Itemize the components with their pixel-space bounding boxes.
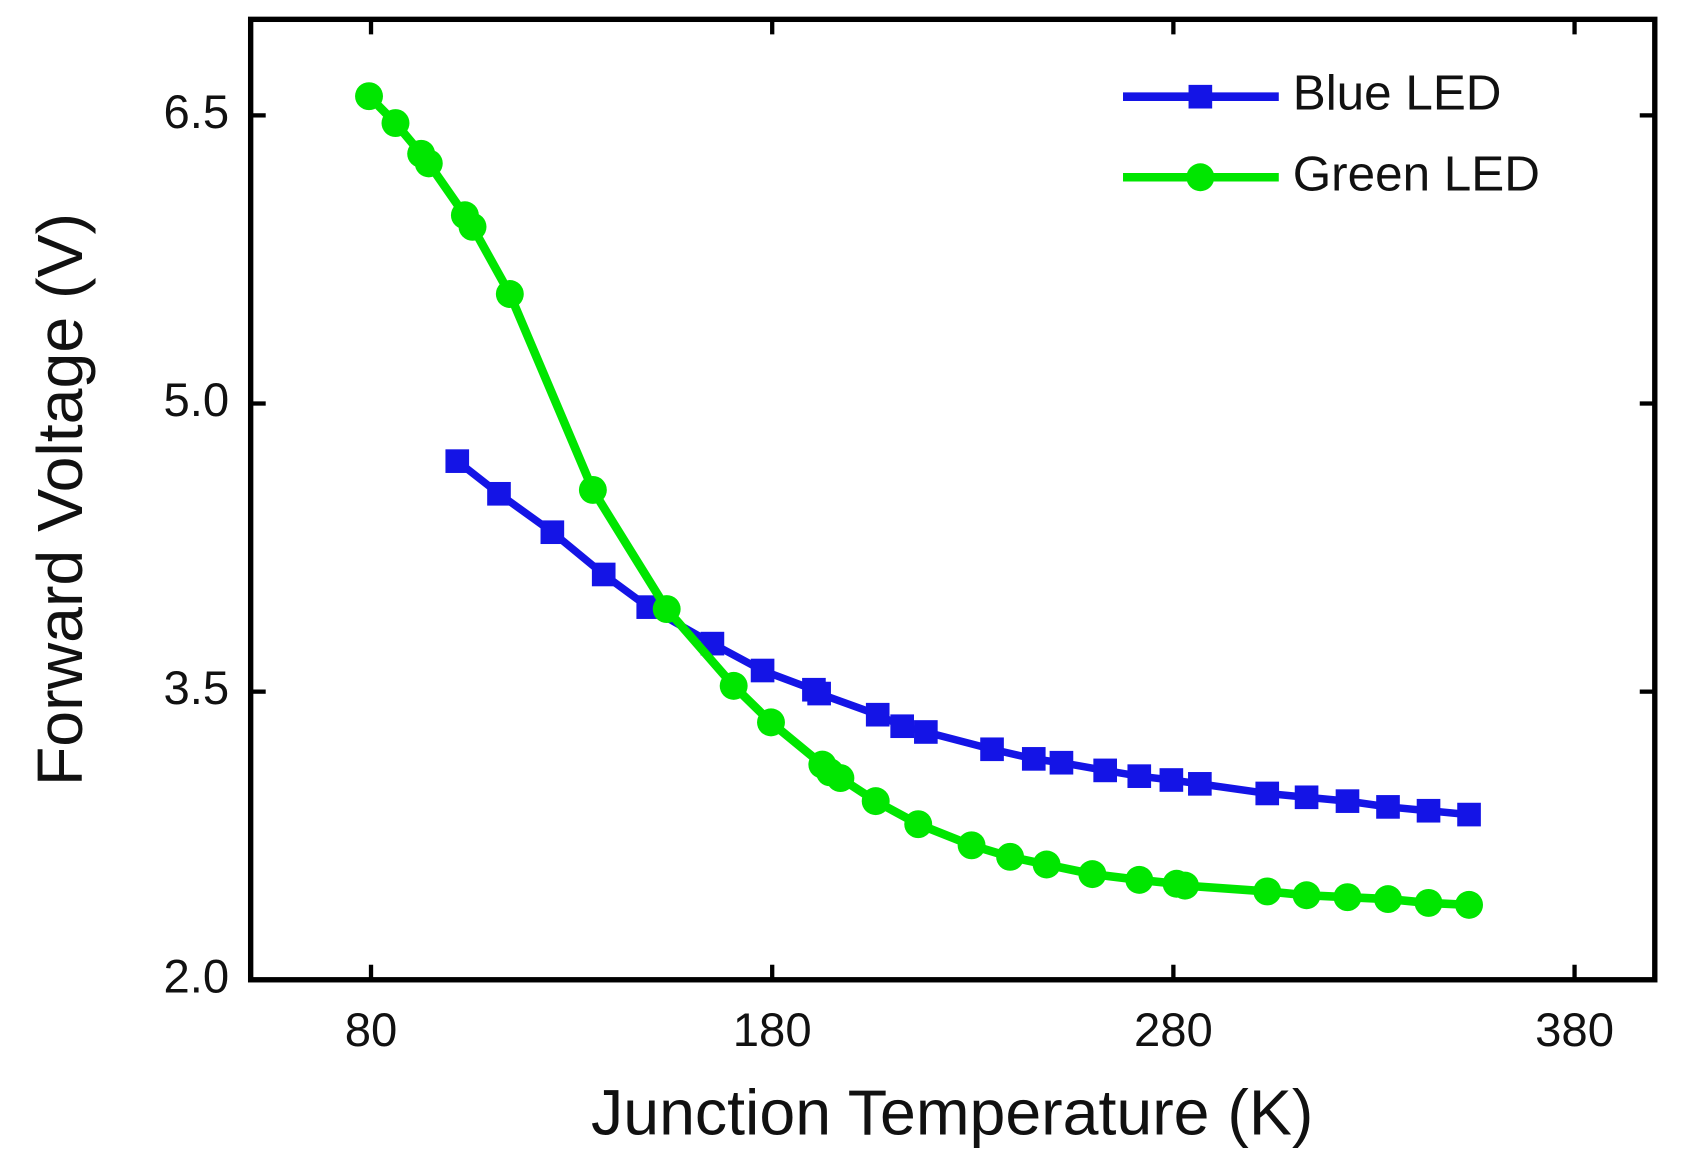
data-point — [355, 82, 383, 111]
legend-marker — [1186, 163, 1215, 192]
data-point — [1335, 789, 1360, 813]
data-point — [904, 810, 933, 839]
legend-marker — [1188, 84, 1213, 109]
data-point — [445, 449, 470, 473]
y-tick-label: 5.0 — [163, 374, 229, 427]
data-point — [1078, 860, 1107, 889]
data-point — [1125, 865, 1154, 894]
y-tick-label: 6.5 — [163, 86, 229, 139]
data-point — [1049, 750, 1074, 775]
data-point — [1374, 885, 1402, 914]
data-point — [807, 681, 831, 706]
data-point — [1255, 781, 1280, 806]
data-point — [1093, 758, 1117, 783]
data-point — [1455, 890, 1484, 919]
data-point — [381, 109, 410, 138]
data-point — [652, 595, 681, 624]
data-point — [578, 475, 607, 504]
data-point — [495, 280, 524, 308]
y-tick-label: 2.0 — [163, 950, 229, 1003]
data-point — [458, 212, 487, 241]
data-point — [865, 702, 890, 727]
data-point — [890, 714, 914, 739]
x-tick-label: 380 — [1535, 1004, 1614, 1057]
data-point — [1171, 871, 1199, 900]
x-axis-title: Junction Temperature (K) — [591, 1076, 1313, 1148]
data-point — [757, 708, 785, 737]
data-point — [1414, 888, 1443, 917]
data-point — [957, 831, 986, 860]
legend-label: Blue LED — [1293, 66, 1502, 121]
legend-label: Green LED — [1293, 146, 1540, 201]
series-line — [365, 93, 1470, 910]
data-point — [914, 720, 938, 744]
data-point — [826, 764, 855, 793]
y-tick-label: 3.5 — [163, 662, 229, 715]
data-point — [1032, 850, 1061, 879]
data-point — [719, 671, 748, 700]
data-point — [980, 737, 1004, 762]
data-point — [487, 481, 511, 506]
data-point — [414, 149, 443, 178]
data-point — [1457, 802, 1481, 827]
data-point — [1253, 877, 1282, 906]
data-point — [1021, 747, 1046, 771]
data-point — [1292, 881, 1321, 910]
data-point — [1333, 883, 1362, 912]
data-point — [1188, 772, 1212, 796]
data-point — [1376, 795, 1400, 819]
y-axis-title: Forward Voltage (V) — [24, 213, 96, 786]
data-point — [1159, 768, 1184, 792]
data-point — [750, 658, 775, 683]
plot-frame — [247, 16, 1658, 983]
x-tick-label: 180 — [733, 1004, 812, 1057]
data-point — [996, 842, 1025, 871]
data-point — [1294, 785, 1319, 810]
x-tick-label: 80 — [345, 1004, 398, 1057]
data-point — [861, 787, 890, 816]
data-point — [1416, 798, 1441, 823]
data-point — [540, 520, 565, 545]
data-point — [1127, 764, 1152, 788]
data-point — [591, 562, 616, 587]
x-tick-label: 280 — [1134, 1004, 1213, 1057]
